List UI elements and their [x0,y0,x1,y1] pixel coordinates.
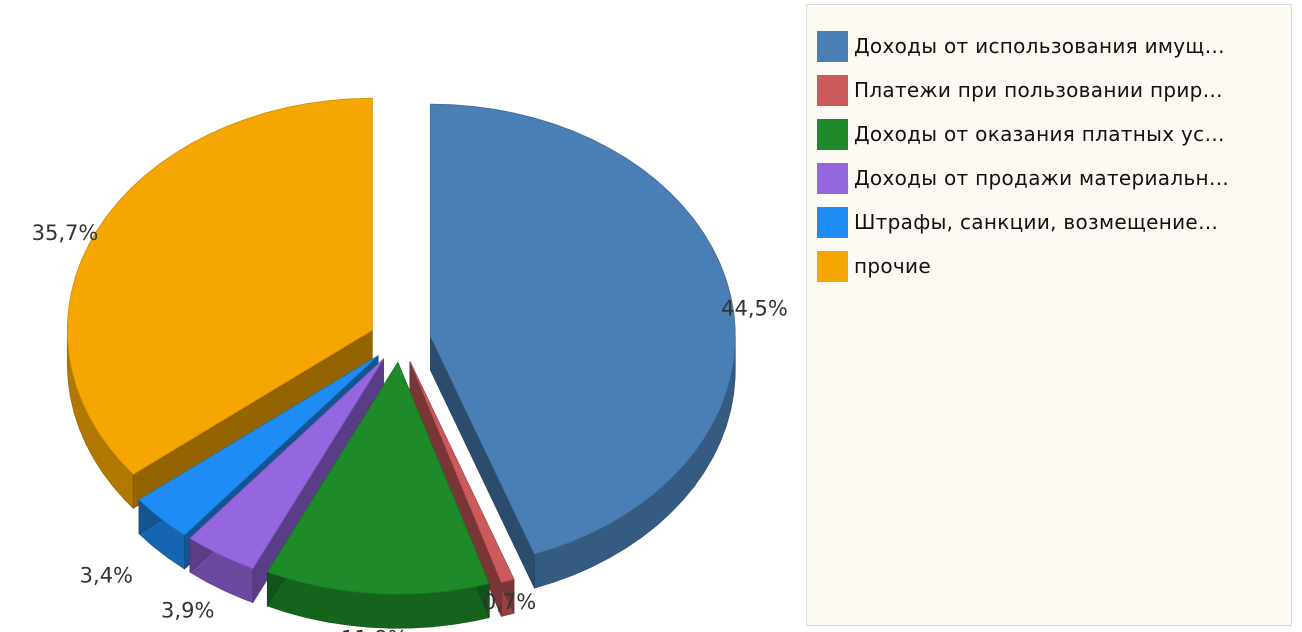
pie-slice-6[interactable] [66,97,373,510]
pie-slice-top [138,355,379,536]
pie-percent-label: 3,9% [161,599,214,623]
pie-svg: 44,5% 0,7% 11,9% 3,9% 3,4% 35,7% [32,97,788,632]
legend-item[interactable]: Доходы от использования имущ… [817,29,1225,63]
pie-slice-1[interactable] [429,103,736,589]
legend-swatch [817,250,848,282]
pie-slice-top [409,361,515,584]
legend-label: Доходы от использования имущ… [854,34,1225,58]
pie-slice-top [189,358,384,570]
pie-percent-label: 3,4% [80,564,133,588]
legend-label: Доходы от оказания платных ус… [854,122,1225,146]
legend-item[interactable]: Штрафы, санкции, возмещение… [817,205,1218,239]
pie-slice-top [266,361,490,595]
pie-slice-4[interactable] [189,357,384,604]
legend-item[interactable]: Доходы от продажи материальн… [817,161,1229,195]
pie-slice-top [66,97,373,475]
legend-item[interactable]: Платежи при пользовании прир… [817,73,1223,107]
legend-swatch [817,206,848,238]
legend-item[interactable]: прочие [817,249,931,283]
legend-item[interactable]: Доходы от оказания платных ус… [817,117,1225,151]
pie-percent-label: 11,9% [341,626,408,632]
legend-label: прочие [854,254,931,278]
legend-swatch [817,30,848,62]
legend-swatch [817,162,848,194]
legend-swatch [817,118,848,150]
legend-swatch [817,74,848,106]
pie-chart: 44,5% 0,7% 11,9% 3,9% 3,4% 35,7% [32,97,788,632]
pie-slice-3[interactable] [266,361,490,629]
legend-label: Доходы от продажи материальн… [854,166,1230,190]
legend-label: Штрафы, санкции, возмещение… [854,210,1219,234]
legend: Доходы от использования имущ… Платежи пр… [806,4,1292,626]
legend-label: Платежи при пользовании прир… [854,78,1223,102]
pie-percent-label: 0,7% [483,590,536,614]
pie-percent-label: 44,5% [721,297,788,321]
pie-slice-2[interactable] [409,361,515,617]
pie-slice-top [429,103,736,555]
pie-percent-label: 35,7% [32,221,99,245]
